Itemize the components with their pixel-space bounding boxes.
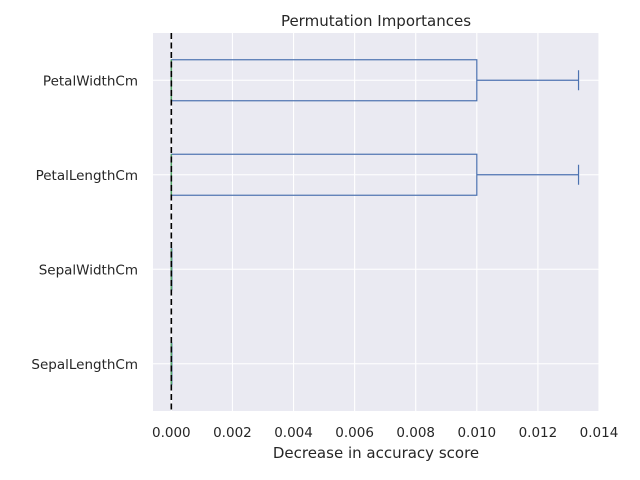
x-axis-label: Decrease in accuracy score [273,444,479,462]
y-tick-label: PetalWidthCm [43,73,138,89]
chart-title: Permutation Importances [281,12,471,30]
x-tick-label: 0.010 [457,425,496,441]
y-tick-label: PetalLengthCm [36,168,138,184]
x-tick-label: 0.012 [519,425,558,441]
x-tick-label: 0.014 [580,425,619,441]
x-axis-ticks: 0.000 0.002 0.004 0.006 0.008 0.010 0.012 0.014 [152,425,618,441]
y-axis-ticks: PetalWidthCm PetalLengthCm SepalWidthCm Sep… [31,73,138,373]
y-tick-label: SepalWidthCm [39,262,138,278]
plot-area [153,33,599,411]
x-tick-label: 0.000 [152,425,191,441]
y-tick-label: SepalLengthCm [31,357,138,373]
x-tick-label: 0.002 [213,425,252,441]
x-tick-label: 0.008 [396,425,435,441]
x-tick-label: 0.004 [274,425,313,441]
x-tick-label: 0.006 [335,425,374,441]
